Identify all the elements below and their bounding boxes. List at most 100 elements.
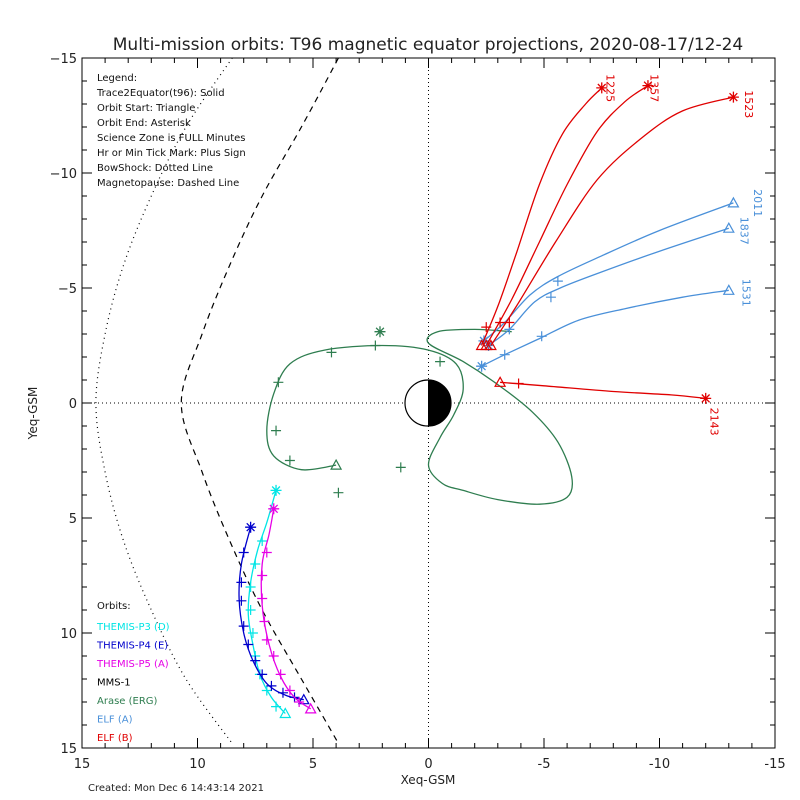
tick-mark — [370, 340, 381, 351]
legend-line: BowShock: Dotted Line — [97, 163, 213, 174]
boundaries — [95, 57, 339, 744]
tick-mark — [238, 621, 249, 632]
orbit-end-asterisk — [245, 521, 257, 533]
axes: 15 10 5 0 -5 -10 -15 −15 −10 −5 0 5 10 15 — [50, 52, 786, 772]
tick-mark — [250, 559, 261, 569]
legend-line: Hr or Min Tick Mark: Plus Sign — [97, 148, 246, 159]
x-tick-label: 15 — [74, 757, 91, 772]
x-tick-label: -10 — [649, 757, 670, 772]
orbits-legend-item: THEMIS-P5 (A) — [96, 659, 169, 670]
orbit-time-label: 1357 — [647, 74, 660, 102]
tick-mark — [333, 487, 344, 498]
y-tick-label: −15 — [50, 52, 77, 67]
x-tick-label: 10 — [189, 757, 206, 772]
orbit-elf-b-1225: 1225 — [475, 74, 616, 351]
y-tick-label: 15 — [60, 742, 77, 757]
y-axis-label: Yeq-GSM — [26, 387, 40, 441]
orbit-start-triangle — [494, 376, 507, 387]
orbit-end-asterisk — [642, 80, 654, 92]
bowshock-line — [95, 57, 233, 744]
orbit-time-label: 2143 — [707, 408, 720, 436]
tick-mark — [247, 628, 258, 638]
y-tick-label: 0 — [69, 397, 77, 412]
magnetopause-line — [180, 57, 339, 744]
orbit-end-asterisk — [374, 326, 386, 338]
legend-line: Science Zone is FULL Minutes — [97, 133, 246, 144]
tick-mark — [261, 634, 272, 645]
orbit-elf-a-1531: 1531 — [476, 279, 753, 372]
y-tick-label: −5 — [58, 282, 77, 297]
tick-mark — [481, 322, 492, 333]
x-tick-label: 0 — [424, 757, 432, 772]
orbit-elf-a-2011: 2011 — [478, 189, 764, 347]
tick-mark — [294, 697, 305, 707]
tick-mark — [261, 547, 272, 558]
orbit-elf-b-2143: 2143 — [494, 376, 720, 436]
orbit-start-triangle — [330, 458, 343, 470]
orbit-elf-b-1357: 1357 — [480, 74, 660, 351]
x-tick-label: 5 — [309, 757, 317, 772]
orbit-end-asterisk — [476, 360, 488, 372]
tick-mark — [257, 536, 268, 546]
orbits-legend-item: THEMIS-P4 (E) — [96, 641, 168, 652]
tick-mark — [435, 356, 446, 367]
orbit-end-asterisk — [270, 484, 282, 496]
orbit-trace-line — [483, 202, 734, 342]
orbit-arase-erg- — [266, 326, 574, 505]
orbit-trace-line — [247, 490, 286, 714]
tick-mark — [277, 687, 288, 698]
orbit-end-asterisk — [727, 91, 739, 103]
legend-line: Orbit End: Asterisk — [97, 118, 191, 129]
orbit-time-label: 1225 — [603, 74, 616, 102]
tick-mark — [261, 685, 272, 696]
orbit-start-triangle — [279, 707, 292, 719]
orbits-legend: Orbits: THEMIS-P3 (D) THEMIS-P4 (E) THEMIS-… — [96, 601, 170, 744]
orbit-time-label: 1837 — [737, 217, 750, 245]
tick-mark — [536, 331, 547, 342]
tick-mark — [243, 639, 254, 650]
tick-mark — [395, 462, 406, 473]
tick-mark — [250, 655, 261, 666]
legend-line: Orbit Start: Triangle — [97, 103, 195, 114]
orbit-trace-line — [485, 85, 649, 346]
tick-mark — [266, 680, 277, 691]
orbits-legend-item: ELF (A) — [97, 715, 133, 726]
tick-mark — [499, 349, 510, 360]
orbit-start-triangle — [722, 221, 735, 233]
created-timestamp: Created: Mon Dec 6 14:43:14 2021 — [88, 783, 264, 794]
tick-mark — [275, 669, 286, 680]
orbit-elf-b-1523: 1523 — [484, 90, 755, 351]
tick-mark — [545, 292, 556, 303]
orbits-legend-item: Arase (ERG) — [97, 696, 158, 707]
tick-mark — [257, 570, 268, 581]
tick-mark — [238, 547, 249, 558]
tick-mark — [257, 593, 268, 604]
tick-mark — [284, 685, 295, 696]
orbits-legend-title: Orbits: — [97, 601, 131, 612]
legend-line: Trace2Equator(t96): Solid — [96, 88, 225, 99]
tick-mark — [513, 378, 524, 389]
tick-mark — [245, 582, 256, 592]
legend-line: Legend: — [97, 73, 137, 84]
orbit-time-label: 2011 — [751, 189, 764, 217]
tick-mark — [284, 455, 295, 466]
tick-mark — [245, 605, 256, 615]
orbit-start-triangle — [304, 702, 317, 714]
y-tick-label: 10 — [60, 627, 77, 642]
tick-mark — [495, 317, 506, 328]
orbit-trace-line — [260, 508, 312, 710]
orbit-themis-p4-e- — [236, 521, 310, 705]
tick-mark — [504, 317, 515, 328]
orbit-trace-line — [488, 227, 730, 347]
tick-mark — [259, 616, 270, 627]
orbit-start-triangle — [484, 339, 497, 351]
orbits-legend-item: ELF (B) — [97, 733, 133, 744]
tick-mark — [236, 577, 247, 588]
chart-title: Multi-mission orbits: T96 magnetic equat… — [113, 35, 744, 55]
orbit-start-triangle — [722, 284, 735, 295]
orbit-start-triangle — [727, 196, 740, 208]
orbits-legend-item: THEMIS-P3 (D) — [96, 622, 170, 633]
earth-icon — [404, 379, 452, 427]
